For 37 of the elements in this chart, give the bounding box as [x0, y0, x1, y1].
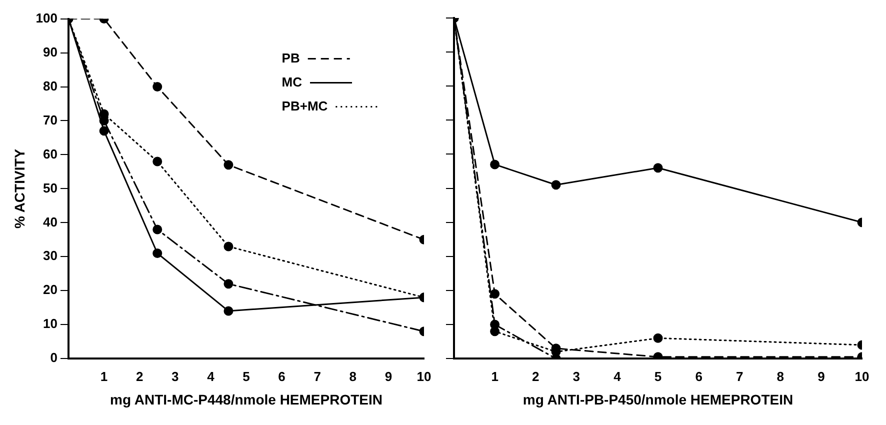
- x-tick-label: 7: [736, 368, 744, 384]
- x-tick-label: 5: [242, 368, 250, 384]
- y-tick-label: 40: [43, 214, 58, 230]
- x-tick-label: 6: [695, 368, 702, 384]
- y-axis-title: % ACTIVITY: [11, 148, 28, 229]
- x-tick-label: 10: [854, 368, 870, 384]
- x-tick-label: 4: [207, 368, 216, 384]
- legend-label: MC: [282, 74, 303, 90]
- x-tick-label: 1: [491, 368, 498, 384]
- y-tick-label: 90: [43, 44, 58, 60]
- x-tick-label: 4: [614, 368, 622, 384]
- y-tick-label: 60: [43, 146, 58, 162]
- x-tick-label: 8: [349, 368, 357, 384]
- y-tick-label: 80: [43, 78, 58, 94]
- x-tick-label: 3: [572, 368, 580, 384]
- y-tick-label: 10: [43, 316, 58, 332]
- x-axis-title: mg ANTI-PB-P450/nmole HEMEPROTEIN: [522, 391, 794, 408]
- y-tick-label: 20: [43, 282, 58, 298]
- x-tick-label: 7: [314, 368, 321, 384]
- y-tick-label: 50: [43, 180, 58, 196]
- x-tick-label: 2: [532, 368, 540, 384]
- x-tick-label: 10: [416, 368, 432, 384]
- x-tick-label: 3: [172, 368, 179, 384]
- x-tick-label: 5: [654, 368, 662, 384]
- y-tick-label: 100: [36, 10, 58, 26]
- x-tick-label: 9: [384, 368, 392, 384]
- y-tick-label: 70: [43, 112, 58, 128]
- x-axis-title: mg ANTI-MC-P448/nmole HEMEPROTEIN: [110, 391, 383, 408]
- y-tick-label: 0: [50, 350, 58, 366]
- x-tick-label: 6: [278, 368, 286, 384]
- x-tick-label: 8: [776, 368, 784, 384]
- x-tick-label: 2: [136, 368, 144, 384]
- y-tick-label: 30: [43, 248, 58, 264]
- legend-label: PB: [282, 50, 300, 66]
- x-tick-label: 9: [818, 368, 825, 384]
- legend-label: PB+MC: [282, 98, 328, 114]
- x-tick-label: 1: [100, 368, 108, 384]
